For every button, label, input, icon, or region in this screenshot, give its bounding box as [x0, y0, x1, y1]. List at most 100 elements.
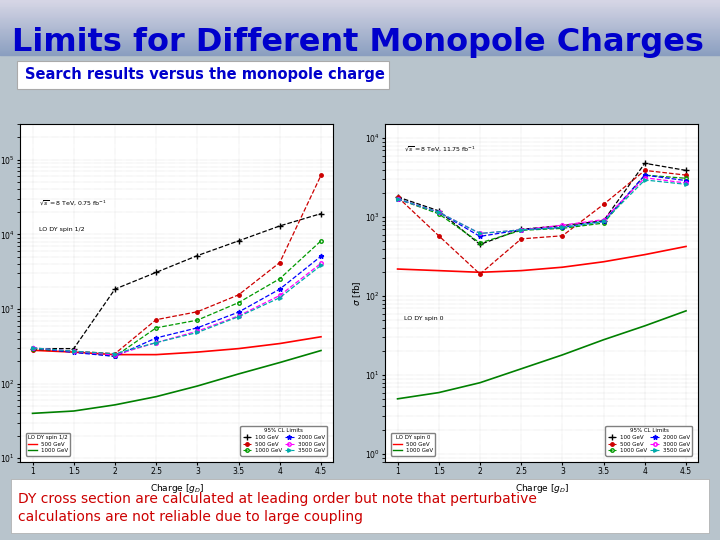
1000 GeV: [193, 383, 202, 389]
1000 GeV: [193, 317, 202, 323]
1000 GeV: [517, 227, 526, 234]
1000 GeV: [317, 347, 325, 354]
1000 GeV: [434, 211, 443, 217]
500 GeV: [393, 194, 402, 200]
100 GeV: [641, 160, 649, 166]
1000 GeV: [152, 394, 161, 400]
Text: calculations are not reliable due to large coupling: calculations are not reliable due to lar…: [18, 510, 363, 524]
1000 GeV: [599, 336, 608, 343]
3000 GeV: [476, 230, 485, 237]
100 GeV: [517, 226, 526, 233]
1000 GeV: [682, 175, 690, 181]
500 GeV: [641, 167, 649, 174]
3500 GeV: [234, 313, 243, 320]
Line: 2000 GeV: 2000 GeV: [30, 254, 323, 359]
500 GeV: [276, 259, 284, 266]
Line: 3500 GeV: 3500 GeV: [396, 178, 688, 235]
500 GeV: [193, 308, 202, 315]
3000 GeV: [276, 292, 284, 299]
Text: $\sqrt{s}=8$ TeV, 11.75 fb$^{-1}$: $\sqrt{s}=8$ TeV, 11.75 fb$^{-1}$: [404, 144, 476, 153]
2000 GeV: [682, 177, 690, 184]
3500 GeV: [69, 348, 78, 354]
1000 GeV: [393, 195, 402, 202]
100 GeV: [476, 241, 485, 248]
500 GeV: [682, 172, 690, 178]
1000 GeV: [641, 172, 649, 178]
FancyBboxPatch shape: [17, 61, 389, 89]
500 GeV: [641, 251, 649, 258]
1000 GeV: [276, 359, 284, 366]
Text: LO DY spin 1/2: LO DY spin 1/2: [39, 227, 85, 232]
2000 GeV: [193, 325, 202, 331]
2000 GeV: [476, 233, 485, 240]
500 GeV: [317, 172, 325, 179]
500 GeV: [476, 269, 485, 275]
500 GeV: [28, 347, 37, 353]
500 GeV: [317, 334, 325, 340]
1000 GeV: [69, 408, 78, 414]
1000 GeV: [152, 325, 161, 331]
500 GeV: [111, 352, 120, 358]
100 GeV: [234, 238, 243, 244]
3000 GeV: [599, 217, 608, 223]
3500 GeV: [476, 230, 485, 237]
3000 GeV: [641, 174, 649, 181]
3500 GeV: [193, 329, 202, 336]
500 GeV: [193, 349, 202, 355]
3000 GeV: [558, 222, 567, 228]
3000 GeV: [517, 227, 526, 233]
2000 GeV: [558, 224, 567, 231]
Line: 100 GeV: 100 GeV: [395, 160, 689, 247]
500 GeV: [234, 346, 243, 352]
Line: 1000 GeV: 1000 GeV: [397, 311, 686, 399]
500 GeV: [69, 348, 78, 354]
100 GeV: [152, 269, 161, 275]
3000 GeV: [393, 195, 402, 202]
X-axis label: Charge [$g_D$]: Charge [$g_D$]: [150, 482, 204, 495]
1000 GeV: [682, 308, 690, 314]
Line: 500 GeV: 500 GeV: [397, 246, 686, 272]
1000 GeV: [558, 352, 567, 358]
100 GeV: [393, 194, 402, 200]
3000 GeV: [234, 313, 243, 319]
500 GeV: [682, 243, 690, 249]
500 GeV: [28, 347, 37, 354]
100 GeV: [317, 211, 325, 217]
500 GeV: [558, 264, 567, 271]
500 GeV: [111, 350, 120, 357]
1000 GeV: [28, 410, 37, 416]
500 GeV: [276, 340, 284, 347]
3500 GeV: [517, 227, 526, 233]
Y-axis label: $\sigma$ [fb]: $\sigma$ [fb]: [351, 280, 364, 306]
1000 GeV: [393, 396, 402, 402]
2000 GeV: [517, 227, 526, 233]
1000 GeV: [276, 275, 284, 282]
1000 GeV: [28, 346, 37, 352]
100 GeV: [111, 286, 120, 292]
2000 GeV: [152, 335, 161, 341]
Legend: 100 GeV, 500 GeV, 1000 GeV, 2000 GeV, 3000 GeV, 3500 GeV: 100 GeV, 500 GeV, 1000 GeV, 2000 GeV, 30…: [240, 426, 328, 456]
100 GeV: [276, 222, 284, 229]
3000 GeV: [193, 328, 202, 334]
1000 GeV: [111, 402, 120, 408]
Text: LO DY spin 0: LO DY spin 0: [404, 316, 444, 321]
1000 GeV: [599, 220, 608, 226]
100 GeV: [69, 346, 78, 352]
X-axis label: Charge [$g_D$]: Charge [$g_D$]: [515, 482, 569, 495]
3500 GeV: [641, 177, 649, 183]
Line: 500 GeV: 500 GeV: [32, 337, 321, 355]
1000 GeV: [558, 225, 567, 232]
Line: 1000 GeV: 1000 GeV: [32, 350, 321, 413]
Legend: 100 GeV, 500 GeV, 1000 GeV, 2000 GeV, 3000 GeV, 3500 GeV: 100 GeV, 500 GeV, 1000 GeV, 2000 GeV, 30…: [606, 426, 693, 456]
500 GeV: [69, 349, 78, 355]
500 GeV: [517, 267, 526, 274]
3500 GeV: [393, 195, 402, 202]
2000 GeV: [234, 309, 243, 315]
2000 GeV: [599, 218, 608, 225]
100 GeV: [193, 252, 202, 259]
500 GeV: [558, 233, 567, 239]
Line: 3500 GeV: 3500 GeV: [31, 264, 323, 355]
1000 GeV: [517, 366, 526, 372]
Line: 2000 GeV: 2000 GeV: [395, 173, 688, 239]
Line: 1000 GeV: 1000 GeV: [31, 239, 323, 358]
